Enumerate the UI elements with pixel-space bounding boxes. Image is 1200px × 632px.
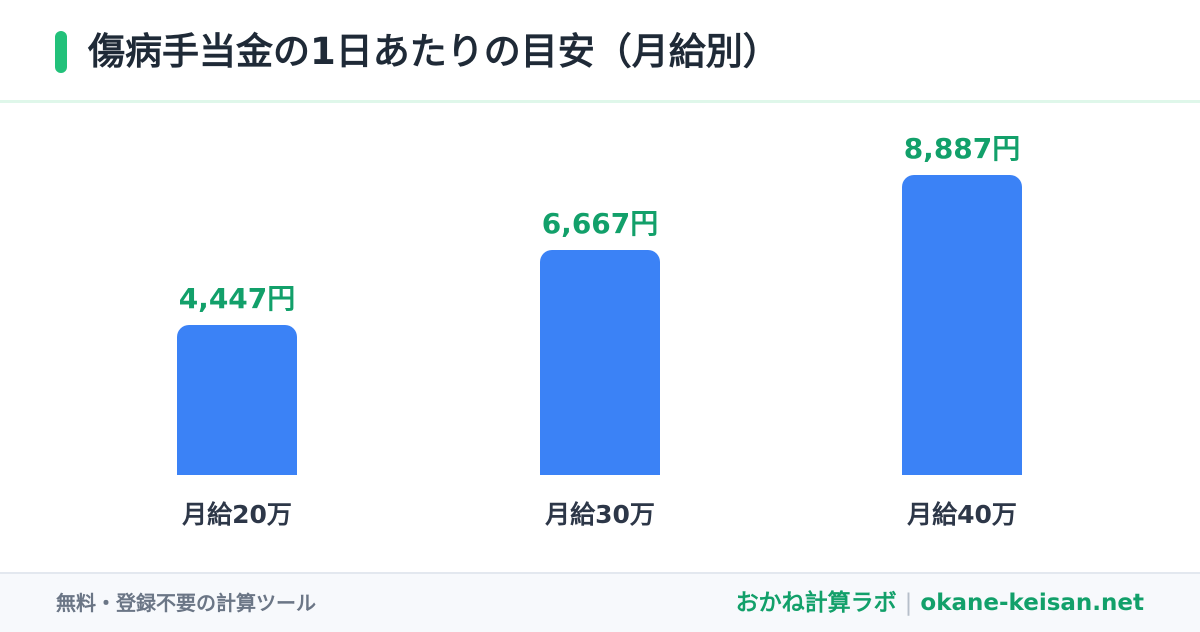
bar-group: 4,447円月給20万 bbox=[117, 0, 357, 630]
bar-value-label: 6,667円 bbox=[541, 207, 659, 240]
category-label: 月給40万 bbox=[907, 500, 1017, 529]
category-label: 月給30万 bbox=[545, 500, 655, 529]
bar-value-label: 4,447円 bbox=[178, 282, 296, 315]
footer-brand-block: おかね計算ラボ | okane-keisan.net bbox=[736, 586, 1144, 620]
chart-title: 傷病手当金の1日あたりの目安（月給別） bbox=[88, 30, 780, 73]
brand-name: おかね計算ラボ bbox=[735, 590, 897, 616]
bar-group: 8,887円月給40万 bbox=[842, 0, 1082, 630]
footer: 無料・登録不要の計算ツール おかね計算ラボ | okane-keisan.net bbox=[0, 572, 1200, 632]
header: 傷病手当金の1日あたりの目安（月給別） bbox=[0, 0, 1200, 103]
bar-group: 6,667円月給30万 bbox=[480, 0, 720, 630]
bar bbox=[902, 175, 1022, 475]
bar bbox=[540, 250, 660, 475]
site-url[interactable]: okane-keisan.net bbox=[920, 590, 1144, 616]
bar bbox=[177, 325, 297, 475]
footer-tagline: 無料・登録不要の計算ツール bbox=[56, 591, 316, 615]
category-label: 月給20万 bbox=[182, 500, 292, 529]
footer-separator: | bbox=[904, 590, 913, 616]
title-accent-bar bbox=[55, 31, 67, 73]
header-divider bbox=[0, 100, 1200, 103]
bar-value-label: 8,887円 bbox=[903, 132, 1021, 165]
